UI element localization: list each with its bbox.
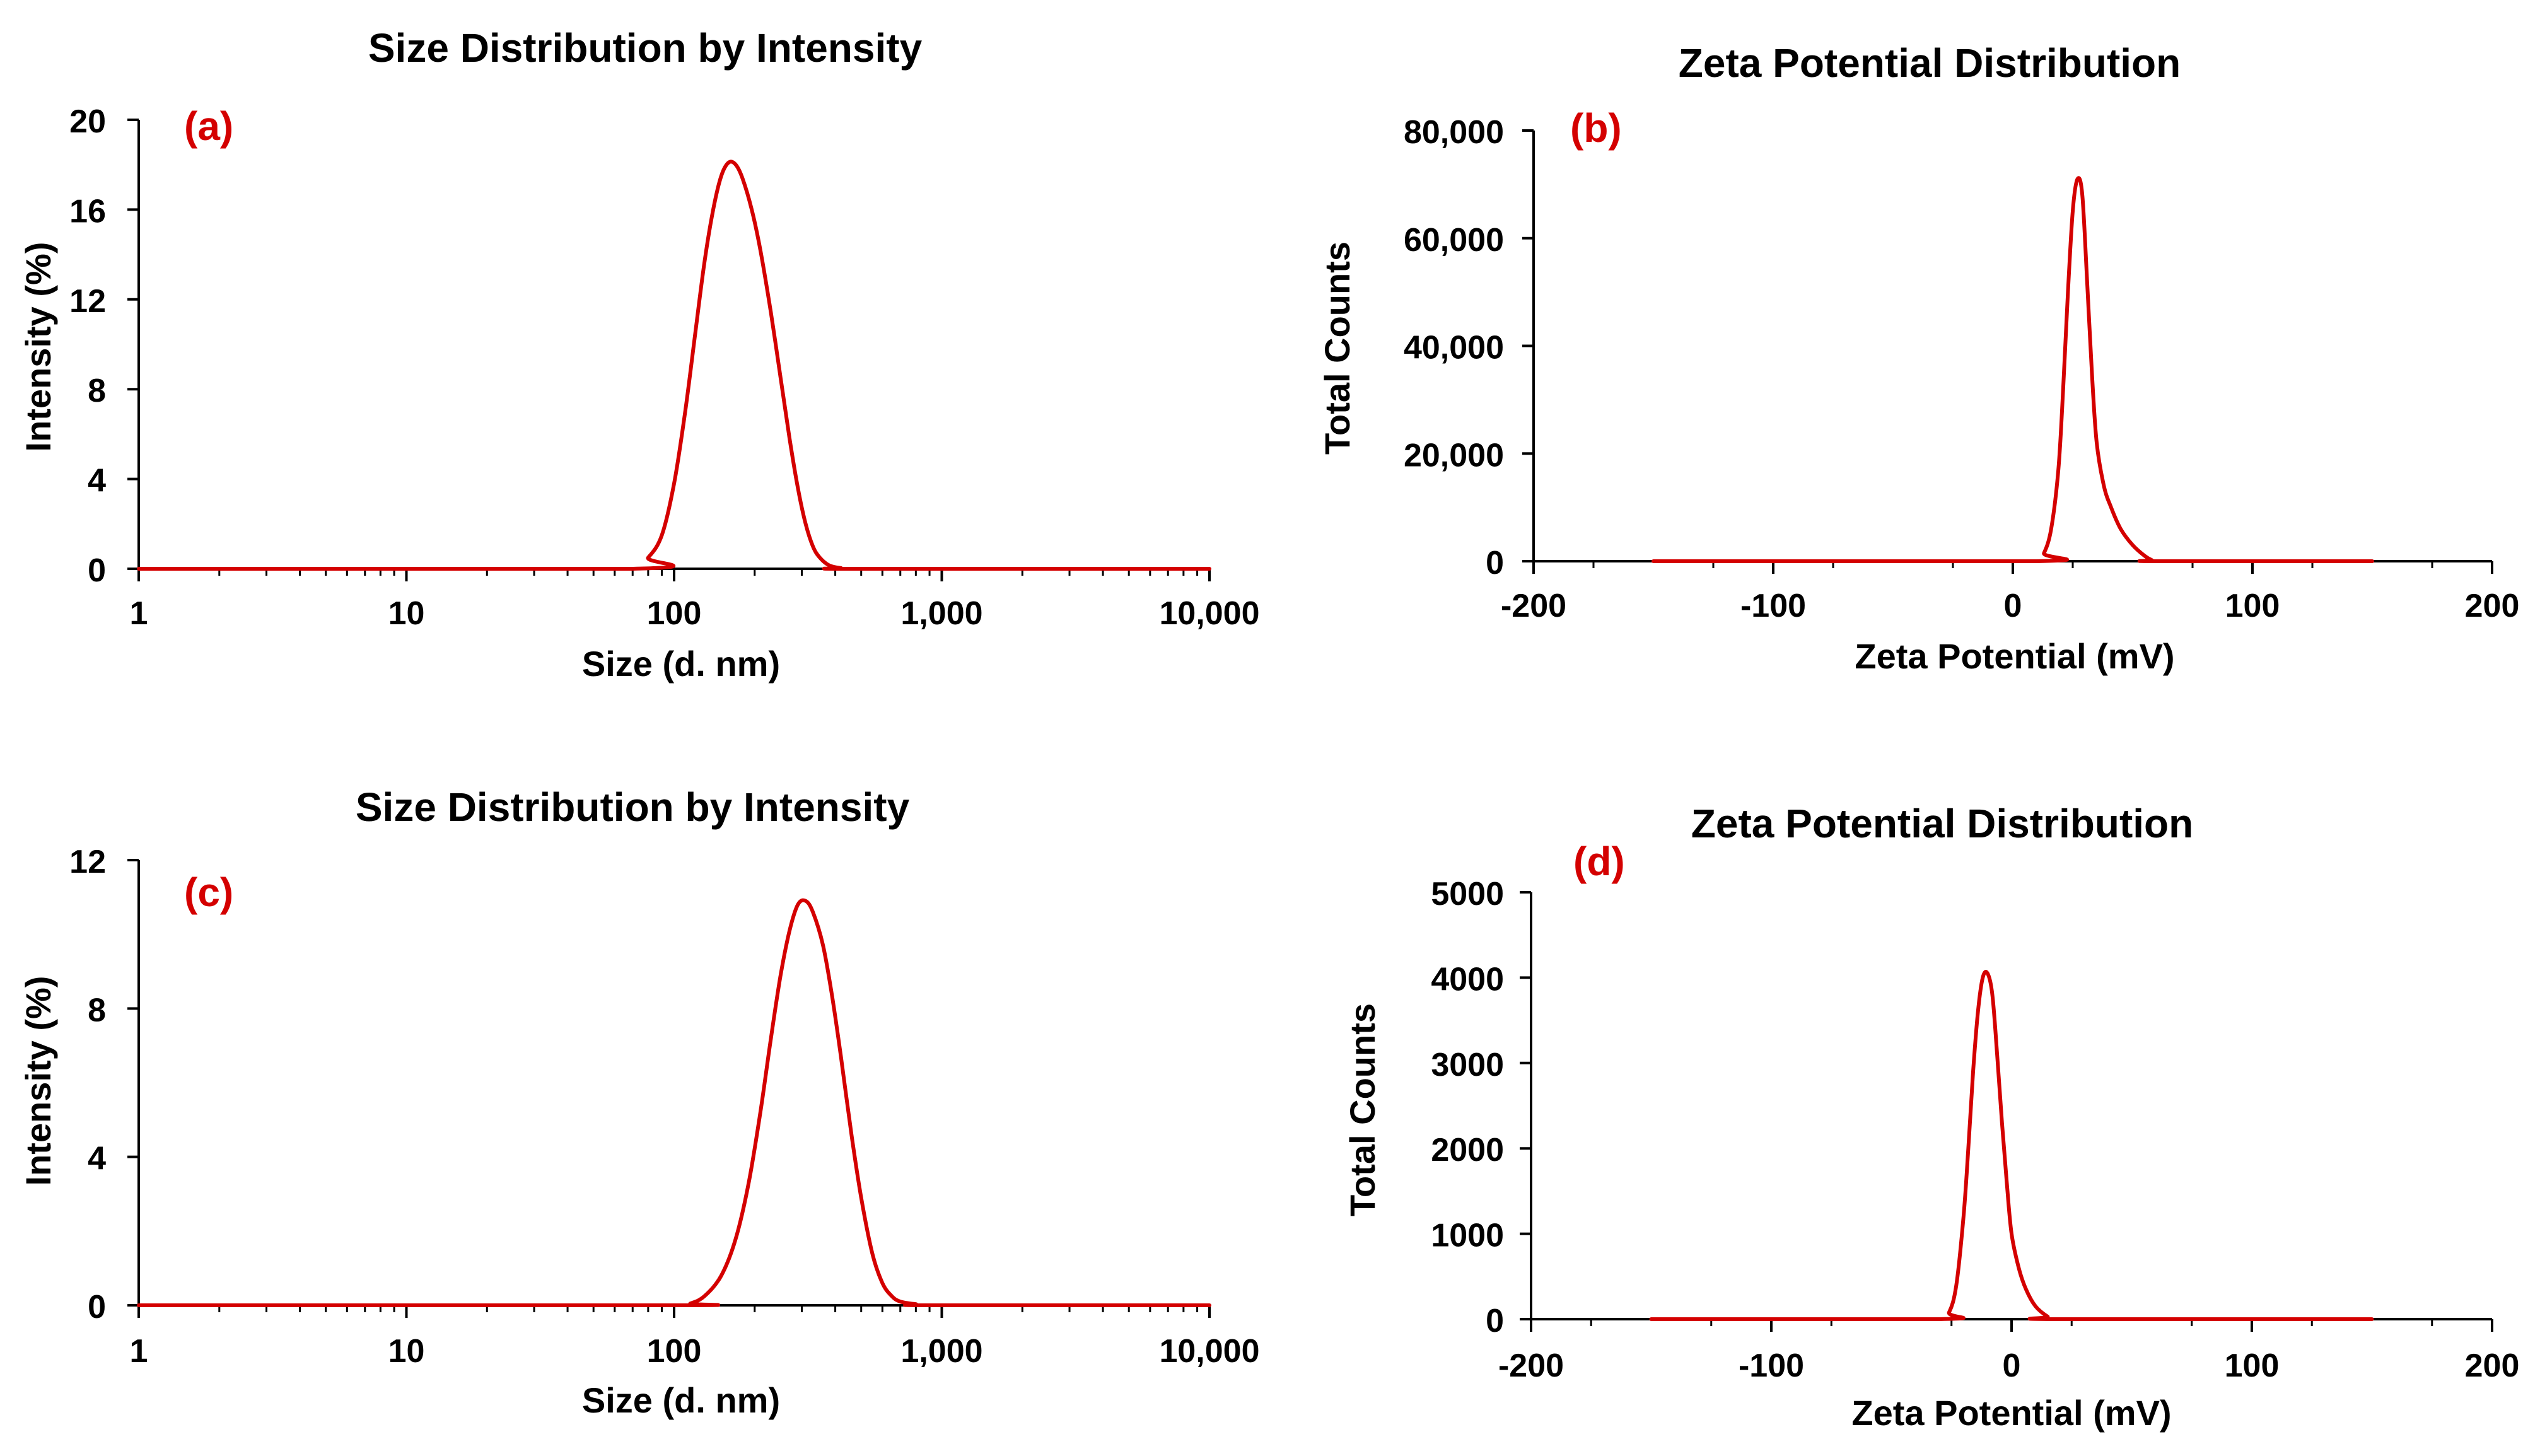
chart-a-ylabel: Intensity (%) [18,242,58,452]
chart-d-y-tick-label: 5000 [1431,876,1504,912]
chart-d-x-tick-label: -100 [1739,1348,1804,1384]
chart-a-y-tick-label: 20 [69,103,106,140]
chart-a-xlabel: Size (d. nm) [582,644,780,684]
chart-b-panel-label: (b) [1570,105,1622,151]
chart-a-y-tick-label: 8 [88,373,106,409]
chart-c-y-tick-label: 12 [69,844,106,880]
chart-d-x-tick-label: 100 [2225,1348,2280,1384]
chart-a-x-tick-label: 1,000 [900,595,982,632]
chart-c-panel-label: (c) [184,870,233,915]
chart-b-y-tick-label: 80,000 [1404,114,1504,151]
chart-a-x-tick-label: 10 [388,595,425,632]
chart-a-y-tick-label: 0 [88,552,106,589]
chart-c-y-tick-label: 4 [88,1141,106,1177]
chart-d-y-tick-label: 0 [1486,1303,1504,1339]
chart-d-y-tick-label: 3000 [1431,1047,1504,1083]
chart-a-title: Size Distribution by Intensity [368,25,923,71]
chart-d-x-tick-label: 0 [2003,1348,2021,1384]
chart-d-x-tick-label: -200 [1498,1348,1564,1384]
chart-d-series-line [1649,970,2374,1322]
chart-a-y-tick-label: 16 [69,193,106,230]
chart-b-series-line [1652,176,2374,564]
chart-b-x-tick-label: 0 [2004,588,2022,624]
chart-a-y-tick-label: 4 [88,463,106,499]
chart-b-y-tick-label: 40,000 [1404,330,1504,366]
chart-b-y-tick-label: 60,000 [1404,222,1504,259]
chart-a-series-line [137,160,1211,571]
chart-b-x-tick-label: 200 [2465,588,2520,624]
chart-c-x-tick-label: 1 [130,1333,148,1370]
chart-a-panel-label: (a) [184,103,233,149]
chart-panel-c: Size Distribution by Intensity (c) Inten… [18,784,1260,1420]
chart-b-title: Zeta Potential Distribution [1679,40,2181,86]
chart-d-x-tick-label: 200 [2465,1348,2520,1384]
chart-c-x-tick-label: 10,000 [1159,1333,1259,1370]
chart-b-x-tick-label: 100 [2225,588,2280,624]
chart-b-ylabel: Total Counts [1317,242,1357,455]
chart-panel-a: Size Distribution by Intensity (a) Inten… [18,25,1260,684]
chart-d-y-tick-label: 1000 [1431,1218,1504,1254]
chart-c-x-tick-label: 1,000 [900,1333,982,1370]
chart-c-series-line [137,898,1211,1308]
chart-b-y-tick-label: 20,000 [1404,437,1504,474]
chart-a-x-tick-label: 10,000 [1159,595,1259,632]
chart-c-x-tick-label: 10 [388,1333,425,1370]
chart-d-y-tick-label: 4000 [1431,961,1504,998]
chart-b-x-tick-label: -100 [1740,588,1806,624]
chart-c-ylabel: Intensity (%) [18,976,58,1186]
chart-panel-d: Zeta Potential Distribution (d) Total Co… [1343,801,2519,1433]
chart-c-xlabel: Size (d. nm) [582,1380,780,1420]
chart-d-xlabel: Zeta Potential (mV) [1851,1393,2171,1433]
chart-d-ylabel: Total Counts [1343,1003,1382,1216]
chart-d-y-tick-label: 2000 [1431,1132,1504,1168]
chart-panel-b: Zeta Potential Distribution (b) Total Co… [1317,40,2519,676]
chart-c-y-tick-label: 8 [88,992,106,1028]
chart-b-xlabel: Zeta Potential (mV) [1855,636,2174,676]
chart-a-x-tick-label: 1 [130,595,148,632]
chart-b-x-tick-label: -200 [1501,588,1566,624]
chart-c-title: Size Distribution by Intensity [356,784,910,830]
chart-a-y-tick-label: 12 [69,283,106,320]
chart-d-panel-label: (d) [1573,839,1625,884]
chart-c-x-tick-label: 100 [647,1333,702,1370]
chart-b-y-tick-label: 0 [1486,545,1504,581]
chart-c-y-tick-label: 0 [88,1289,106,1325]
chart-d-title: Zeta Potential Distribution [1691,801,2193,846]
chart-a-x-tick-label: 100 [647,595,702,632]
